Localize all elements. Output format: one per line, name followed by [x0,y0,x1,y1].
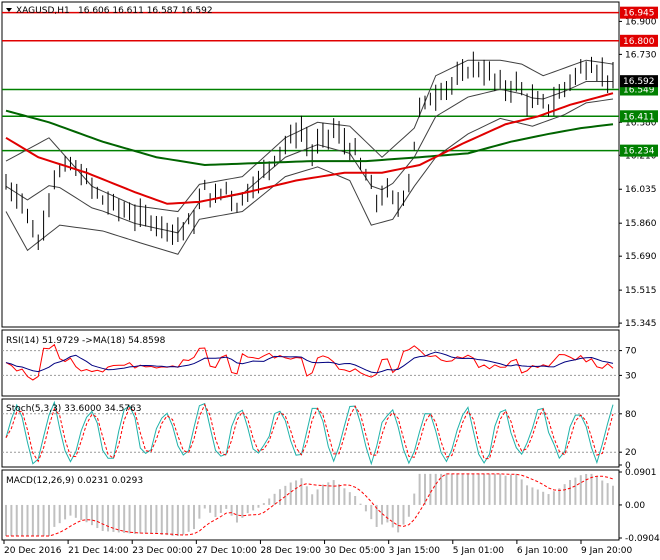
rsi-panel-frame [1,329,620,397]
candles [5,51,614,251]
macd-histogram [5,473,614,537]
sub-tick-label: 0.0901 [625,468,657,478]
sub-tick-label: 0 [625,461,631,471]
bb-upper-line [5,59,614,213]
ohlc-values: 16.606 16.611 16.587 16.592 [78,6,213,16]
level-tag-1 [620,34,658,47]
rsi-lines [2,343,619,381]
stoch-signal-line [5,403,614,463]
level-tag-0 [620,6,658,19]
moving-averages [5,92,614,205]
main-panel-frame [1,1,620,328]
level-tag-label: 16.411 [623,112,655,122]
time-tick-label: 9 Jan 20:00 [581,546,633,556]
time-tick-label: 28 Dec 19:00 [260,546,321,556]
stoch-panel-frame [1,398,620,468]
price-axis: 16.90016.73016.38016.21016.03515.86015.6… [619,17,657,329]
sub-tick-label: 70 [625,347,637,357]
sub-tick-label: 30 [625,371,637,381]
level-tags: 16.945 16.800 16.549 16.411 16.234 16.592 [620,6,658,157]
stoch-main-line [5,400,614,466]
ma-red-line [5,92,614,205]
level-tag-4 [620,144,658,157]
bb-middle-line [5,81,613,234]
time-axis: 20 Dec 2016 21 Dec 14:00 23 Dec 00:00 27 De… [3,540,633,556]
price-tick-label: 16.380 [625,118,657,128]
price-tick-label: 16.035 [625,185,657,195]
macd-signal-line [6,473,614,537]
time-tick-label: 20 Dec 2016 [4,546,62,556]
stoch-lines [2,400,619,466]
ma-green-line [5,109,614,166]
time-tick-label: 23 Dec 00:00 [132,546,193,556]
sub-tick-label: 0.00 [625,501,645,511]
price-tick-label: 15.515 [625,286,657,296]
horizontal-levels [2,11,619,152]
rsi-ma-line [5,351,614,374]
time-tick-label: 5 Jan 01:00 [453,546,505,556]
time-tick-label: 21 Dec 14:00 [68,546,129,556]
price-tick-label: 15.345 [625,319,657,329]
level-tag-label: 16.549 [623,86,655,96]
price-tick-label: 15.690 [625,252,657,262]
rsi-line [5,343,614,381]
time-tick-label: 3 Jan 15:00 [389,546,441,556]
level-tag-label: 16.234 [623,147,655,157]
rsi-axis: 70 30 [619,347,637,381]
level-tag-label: 16.945 [623,9,655,19]
time-tick-label: 30 Dec 05:00 [325,546,386,556]
level-tag-label: 16.800 [623,37,655,47]
stoch-title: Stoch(5,3,3) 33.6000 34.5763 [6,404,141,414]
level-tag-3 [620,110,658,123]
rsi-title: RSI(14) 51.9729 ->MA(18) 54.8598 [6,336,166,346]
stoch-axis: 80 20 0 [619,410,637,471]
price-tick-label: 16.730 [625,50,657,60]
bollinger-bands [5,59,614,255]
current-price-tag [620,75,658,88]
time-tick-label: 6 Jan 10:00 [517,546,569,556]
sub-tick-label: -0.0904 [625,534,660,544]
bb-lower-line [5,98,614,255]
chart-menu-triangle-icon[interactable] [6,8,12,12]
main-title: XAGUSD,H1 [16,6,70,16]
time-tick-label: 27 Dec 10:00 [196,546,257,556]
macd-axis: 0.0901 0.00 -0.0904 [619,468,660,544]
price-tick-label: 15.860 [625,219,657,229]
sub-tick-label: 80 [625,410,637,420]
price-tick-label: 16.900 [625,17,657,27]
macd-title: MACD(12,26,9) 0.0231 0.0293 [6,476,143,486]
current-price-label: 16.592 [623,77,655,87]
sub-tick-label: 20 [625,448,637,458]
